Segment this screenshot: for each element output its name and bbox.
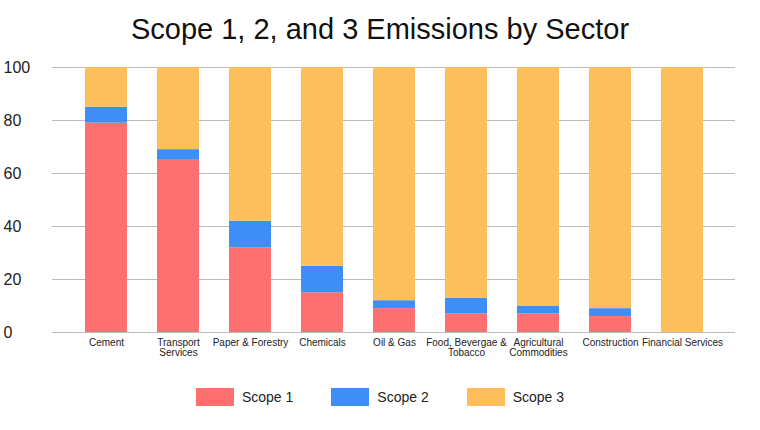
svg-text:Chemicals: Chemicals: [299, 337, 346, 348]
svg-text:100: 100: [4, 59, 31, 76]
html-text:Scope 1: Scope 1: [241, 389, 294, 405]
svg-text:20: 20: [4, 271, 22, 288]
html-text:Scope 2: Scope 2: [377, 389, 429, 405]
html-text:Scope 1, 2, and 3 Emissions by: Scope 1, 2, and 3 Emissions by Sector: [130, 13, 629, 45]
svg-text:Paper & Forestry: Paper & Forestry: [213, 337, 289, 348]
svg-text:TransportServices: TransportServices: [157, 337, 200, 358]
svg-text:0: 0: [4, 324, 13, 341]
svg-text:AgriculturalCommodities: AgriculturalCommodities: [509, 337, 567, 358]
svg-text:Construction: Construction: [582, 337, 638, 348]
svg-text:Cement: Cement: [89, 337, 124, 348]
svg-text:Oil & Gas: Oil & Gas: [373, 337, 416, 348]
svg-text:60: 60: [4, 165, 22, 182]
svg-text:Financial Services: Financial Services: [642, 337, 723, 348]
svg-text:40: 40: [4, 218, 22, 235]
svg-text:Food, Bevergae &Tobacco: Food, Bevergae &Tobacco: [426, 337, 507, 358]
svg-text:80: 80: [4, 112, 22, 129]
html-text:Scope 3: Scope 3: [512, 389, 565, 405]
